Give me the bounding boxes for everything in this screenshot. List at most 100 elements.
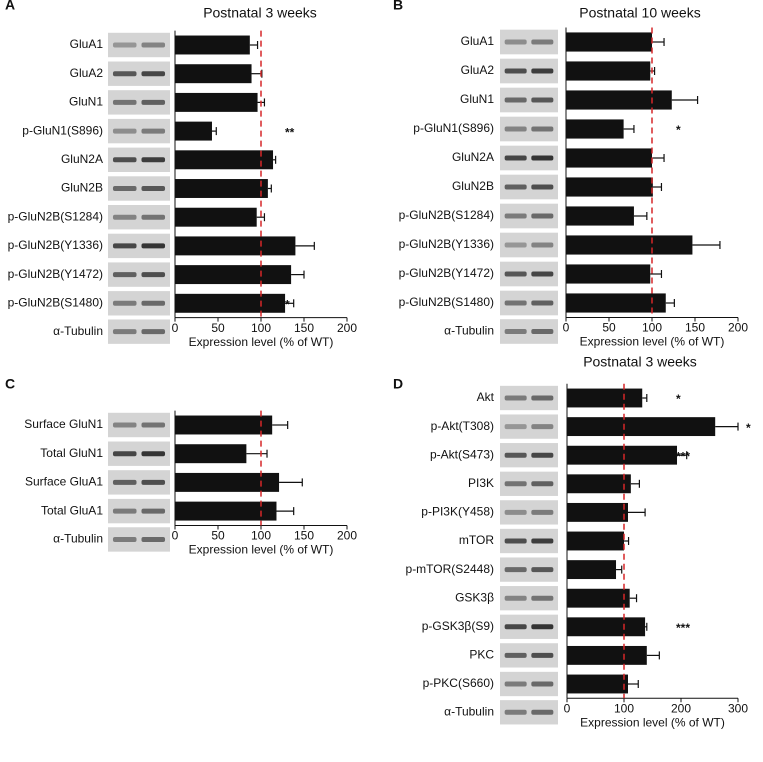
blot-band: [531, 213, 554, 219]
x-axis-label: Expression level (% of WT): [189, 543, 334, 557]
blot-band: [504, 595, 527, 601]
row-label: GluN2B: [452, 179, 494, 193]
x-tick-label: 50: [211, 529, 225, 543]
bar: [567, 617, 646, 637]
bar: [566, 177, 653, 197]
blot-band: [112, 243, 137, 249]
row-label: Total GluN1: [40, 446, 103, 460]
x-tick-label: 100: [251, 529, 271, 543]
bar: [175, 179, 268, 198]
row-label: p-PI3K(Y458): [421, 505, 494, 519]
row-label: GSK3β: [455, 590, 494, 604]
blot-band: [504, 652, 527, 658]
blot-band: [531, 184, 554, 190]
blot-band: [531, 709, 554, 715]
blot-band: [531, 538, 554, 544]
x-tick-label: 100: [251, 321, 271, 335]
blot-band: [112, 99, 137, 105]
blot-band: [112, 508, 137, 514]
bar: [175, 150, 274, 170]
blot-band: [531, 567, 554, 573]
x-tick-label: 200: [671, 701, 691, 715]
x-tick-label: 200: [337, 529, 357, 543]
x-axis-label: Expression level (% of WT): [580, 335, 725, 349]
x-tick-label: 100: [642, 321, 662, 335]
x-tick-label: 0: [172, 321, 179, 335]
x-tick-label: 0: [172, 529, 179, 543]
blot-band: [504, 509, 527, 515]
row-label: p-GluN2B(Y1336): [8, 238, 103, 252]
significance: **: [285, 125, 295, 139]
x-tick-label: 150: [294, 321, 314, 335]
blot-band: [504, 155, 527, 161]
bar: [175, 415, 273, 435]
x-tick-label: 0: [564, 701, 571, 715]
row-label: GluA1: [461, 34, 495, 48]
row-label: Surface GluA1: [25, 475, 103, 489]
row-label: p-PKC(S660): [423, 676, 494, 690]
row-label: p-GSK3β(S9): [422, 619, 494, 633]
row-label: p-GluN2B(S1284): [8, 209, 103, 223]
blot-band: [531, 329, 554, 334]
blot-band: [504, 329, 527, 334]
blot-band: [531, 39, 554, 45]
row-label: mTOR: [459, 533, 494, 547]
panel-title: Postnatal 10 weeks: [579, 5, 700, 21]
bar: [175, 121, 212, 141]
row-label: PKC: [469, 648, 494, 662]
x-tick-label: 50: [211, 321, 225, 335]
blot-band: [531, 652, 554, 658]
blot-band: [112, 128, 137, 134]
significance: ***: [676, 621, 690, 635]
row-label: GluA2: [70, 66, 104, 80]
blot-band: [531, 509, 554, 515]
blot-band: [531, 126, 554, 132]
row-label: p-Akt(T308): [431, 419, 494, 433]
blot-band: [504, 213, 527, 219]
blot-band: [531, 595, 554, 601]
row-label: p-GluN1(S896): [22, 123, 103, 137]
bar: [175, 207, 257, 227]
blot-band: [531, 624, 554, 630]
blot-background: [500, 414, 558, 439]
blot-band: [112, 536, 137, 542]
bar: [567, 388, 643, 408]
blot-band: [504, 424, 527, 430]
blot-band: [504, 709, 527, 715]
row-label: GluN2B: [61, 181, 103, 195]
blot-band: [112, 214, 137, 220]
bar: [566, 264, 651, 284]
row-label: PI3K: [468, 476, 494, 490]
blot-band: [112, 479, 137, 485]
bar: [175, 501, 277, 521]
blot-band: [141, 508, 166, 514]
blot-band: [504, 481, 527, 487]
bar: [566, 293, 666, 313]
blot-band: [112, 42, 137, 48]
row-label: α-Tubulin: [53, 324, 103, 338]
row-label: p-GluN2B(Y1472): [8, 267, 103, 281]
blot-band: [112, 451, 137, 457]
blot-band: [112, 329, 137, 335]
row-label: GluN2A: [452, 150, 494, 164]
blot-band: [531, 271, 554, 277]
bar: [566, 119, 624, 139]
row-label: p-mTOR(S2448): [406, 562, 494, 576]
blot-band: [504, 300, 527, 306]
row-label: p-GluN2B(S1480): [399, 295, 494, 309]
blot-band: [141, 451, 166, 457]
x-tick-label: 300: [728, 701, 748, 715]
blot-band: [531, 155, 554, 161]
row-label: GluA2: [461, 63, 495, 77]
row-label: GluN1: [460, 92, 494, 106]
x-tick-label: 150: [685, 321, 705, 335]
blot-band: [112, 186, 137, 191]
row-label: Akt: [477, 390, 495, 404]
blot-band: [141, 128, 166, 134]
blot-band: [531, 68, 554, 74]
bar: [566, 148, 652, 168]
blot-band: [112, 272, 137, 278]
blot-band: [141, 479, 166, 485]
blot-band: [504, 624, 527, 630]
